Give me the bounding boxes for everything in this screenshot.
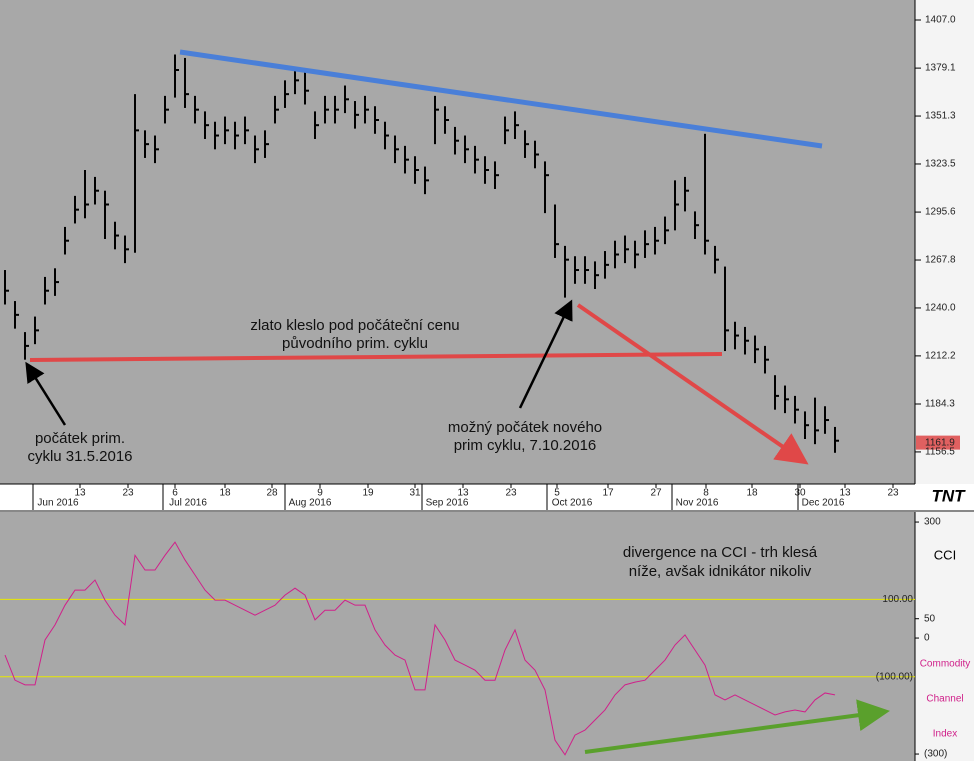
last-price-label: 1161.9 bbox=[925, 437, 955, 448]
cci-axis-panel bbox=[915, 512, 974, 761]
x-tick-label: 5 bbox=[554, 488, 560, 499]
x-tick-label: 19 bbox=[362, 488, 374, 499]
month-label: Dec 2016 bbox=[802, 498, 845, 509]
x-tick-label: 6 bbox=[172, 488, 178, 499]
pointer-arrow bbox=[518, 299, 573, 409]
x-tick-label: 23 bbox=[505, 488, 517, 499]
cci-plot bbox=[0, 521, 919, 756]
y-tick-label: 1379.1 bbox=[925, 63, 956, 74]
resistance-line bbox=[179, 49, 823, 149]
x-tick-label: 18 bbox=[746, 488, 758, 499]
month-label: Jul 2016 bbox=[169, 498, 207, 509]
x-tick-label: 13 bbox=[839, 488, 851, 499]
x-tick-label: 28 bbox=[266, 488, 278, 499]
x-tick-label: 18 bbox=[219, 488, 231, 499]
y-tick-label: 1407.0 bbox=[925, 15, 956, 26]
level-label: 100.00 bbox=[882, 594, 913, 605]
pointer-arrow bbox=[25, 361, 67, 426]
x-tick-label: 23 bbox=[887, 488, 899, 499]
indicator-name: Index bbox=[933, 729, 957, 740]
x-tick-label: 9 bbox=[317, 488, 323, 499]
logo-box bbox=[918, 486, 974, 508]
time-axis-panel bbox=[0, 484, 974, 512]
y-tick-label: 1323.5 bbox=[925, 159, 956, 170]
y-tick-label: 1351.3 bbox=[925, 111, 956, 122]
x-tick-label: 17 bbox=[602, 488, 614, 499]
x-tick-label: 27 bbox=[650, 488, 662, 499]
cci-line bbox=[4, 541, 836, 756]
month-label: Oct 2016 bbox=[552, 498, 593, 509]
month-label: Aug 2016 bbox=[289, 498, 332, 509]
month-label: Jun 2016 bbox=[37, 498, 79, 509]
annotation: počátek prim. bbox=[35, 430, 125, 447]
month-label: Sep 2016 bbox=[426, 498, 469, 509]
price-plot bbox=[4, 19, 974, 510]
x-tick-label: 8 bbox=[703, 488, 709, 499]
indicator-name: Commodity bbox=[920, 659, 971, 670]
annotation: cyklu 31.5.2016 bbox=[27, 448, 132, 465]
x-tick-label: 31 bbox=[409, 488, 421, 499]
price-axis-panel bbox=[915, 0, 974, 484]
x-tick-label: 23 bbox=[122, 488, 134, 499]
indicator-name: Channel bbox=[926, 694, 963, 705]
logo: TNT bbox=[931, 486, 966, 505]
annotation: původního prim. cyklu bbox=[282, 335, 428, 352]
annotation: možný počátek nového bbox=[448, 419, 602, 436]
cci-panel bbox=[0, 512, 915, 761]
y-tick-label: 0 bbox=[924, 633, 930, 644]
annotation: divergence na CCI - trh klesá bbox=[623, 544, 818, 561]
start-price-line bbox=[29, 352, 723, 362]
down-arrow bbox=[576, 303, 809, 465]
y-tick-label: (300) bbox=[924, 749, 947, 760]
annotation: zlato kleslo pod počáteční cenu bbox=[250, 317, 459, 334]
cci-up-arrow bbox=[584, 699, 890, 754]
y-tick-label: 1156.5 bbox=[925, 447, 955, 458]
indicator-title: CCI bbox=[934, 547, 956, 562]
price-panel bbox=[0, 0, 915, 484]
labels: 1407.0 1379.1 1351.3 1323.5 1295.6 1267.8 1240… bbox=[27, 15, 970, 760]
x-tick-label: 13 bbox=[74, 488, 86, 499]
month-label: Nov 2016 bbox=[676, 498, 719, 509]
drawings bbox=[25, 49, 890, 754]
y-tick-label: 50 bbox=[924, 613, 936, 624]
last-price-box bbox=[916, 435, 960, 450]
annotation: prim cyklu, 7.10.2016 bbox=[454, 437, 597, 454]
level-label: (100.00) bbox=[876, 671, 913, 682]
x-tick-label: 30 bbox=[794, 488, 806, 499]
y-tick-label: 1240.0 bbox=[925, 303, 956, 314]
annotation: níže, avšak idnikátor nikoliv bbox=[629, 563, 812, 580]
y-tick-label: 1184.3 bbox=[925, 399, 955, 410]
y-tick-label: 300 bbox=[924, 517, 941, 528]
y-tick-label: 1212.2 bbox=[925, 351, 956, 362]
y-tick-label: 1295.6 bbox=[925, 207, 956, 218]
y-tick-label: 1267.8 bbox=[925, 255, 956, 266]
x-tick-label: 13 bbox=[457, 488, 469, 499]
